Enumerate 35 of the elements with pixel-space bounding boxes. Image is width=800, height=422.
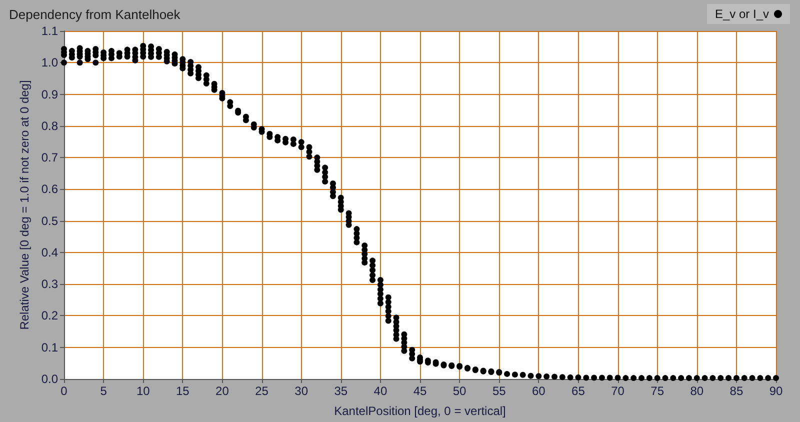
chart-title: Dependency from Kantelhoek [9,7,181,22]
x-tick-label: 50 [452,384,467,398]
x-tick-label: 55 [492,384,506,398]
y-tick-label: 1.1 [41,24,58,38]
y-tick-label: 0.1 [41,340,58,354]
y-tick-label: 0.7 [41,150,58,165]
x-axis-title: KantelPosition [deg, 0 = vertical] [334,404,506,418]
x-tick-label: 70 [611,384,625,398]
x-tick-label: 25 [255,384,269,398]
x-tick-label: 35 [334,384,348,398]
x-tick-label: 0 [60,384,68,398]
x-tick-label: 65 [572,384,586,398]
x-tick-label: 15 [176,384,190,398]
x-tick-label: 75 [650,384,664,398]
x-tick-label: 60 [532,384,546,398]
x-tick-label: 80 [690,384,704,398]
y-tick-label: 0.9 [41,87,58,102]
x-tick-label: 45 [413,384,427,398]
y-tick-label: 0.2 [41,308,58,323]
y-axis-title: Relative Value [0 deg = 1.0 if not zero at 0 deg] [17,80,32,330]
x-tick-label: 10 [136,384,150,398]
x-tick-label: 40 [374,384,388,398]
legend-label: E_v or I_v [714,7,769,21]
y-tick-label: 0.0 [41,372,58,386]
y-tick-label: 0.3 [41,277,58,292]
y-tick-label: 0.4 [41,245,58,260]
x-tick-label: 20 [216,384,230,398]
y-tick-label: 1.0 [41,56,58,70]
x-tick-label: 5 [100,384,108,398]
x-tick-label: 90 [769,384,783,398]
x-tick-label: 85 [730,384,744,398]
y-tick-label: 0.8 [41,118,58,133]
x-tick-label: 30 [294,384,308,398]
y-tick-label: 0.6 [41,182,58,196]
y-tick-label: 0.5 [41,214,58,228]
